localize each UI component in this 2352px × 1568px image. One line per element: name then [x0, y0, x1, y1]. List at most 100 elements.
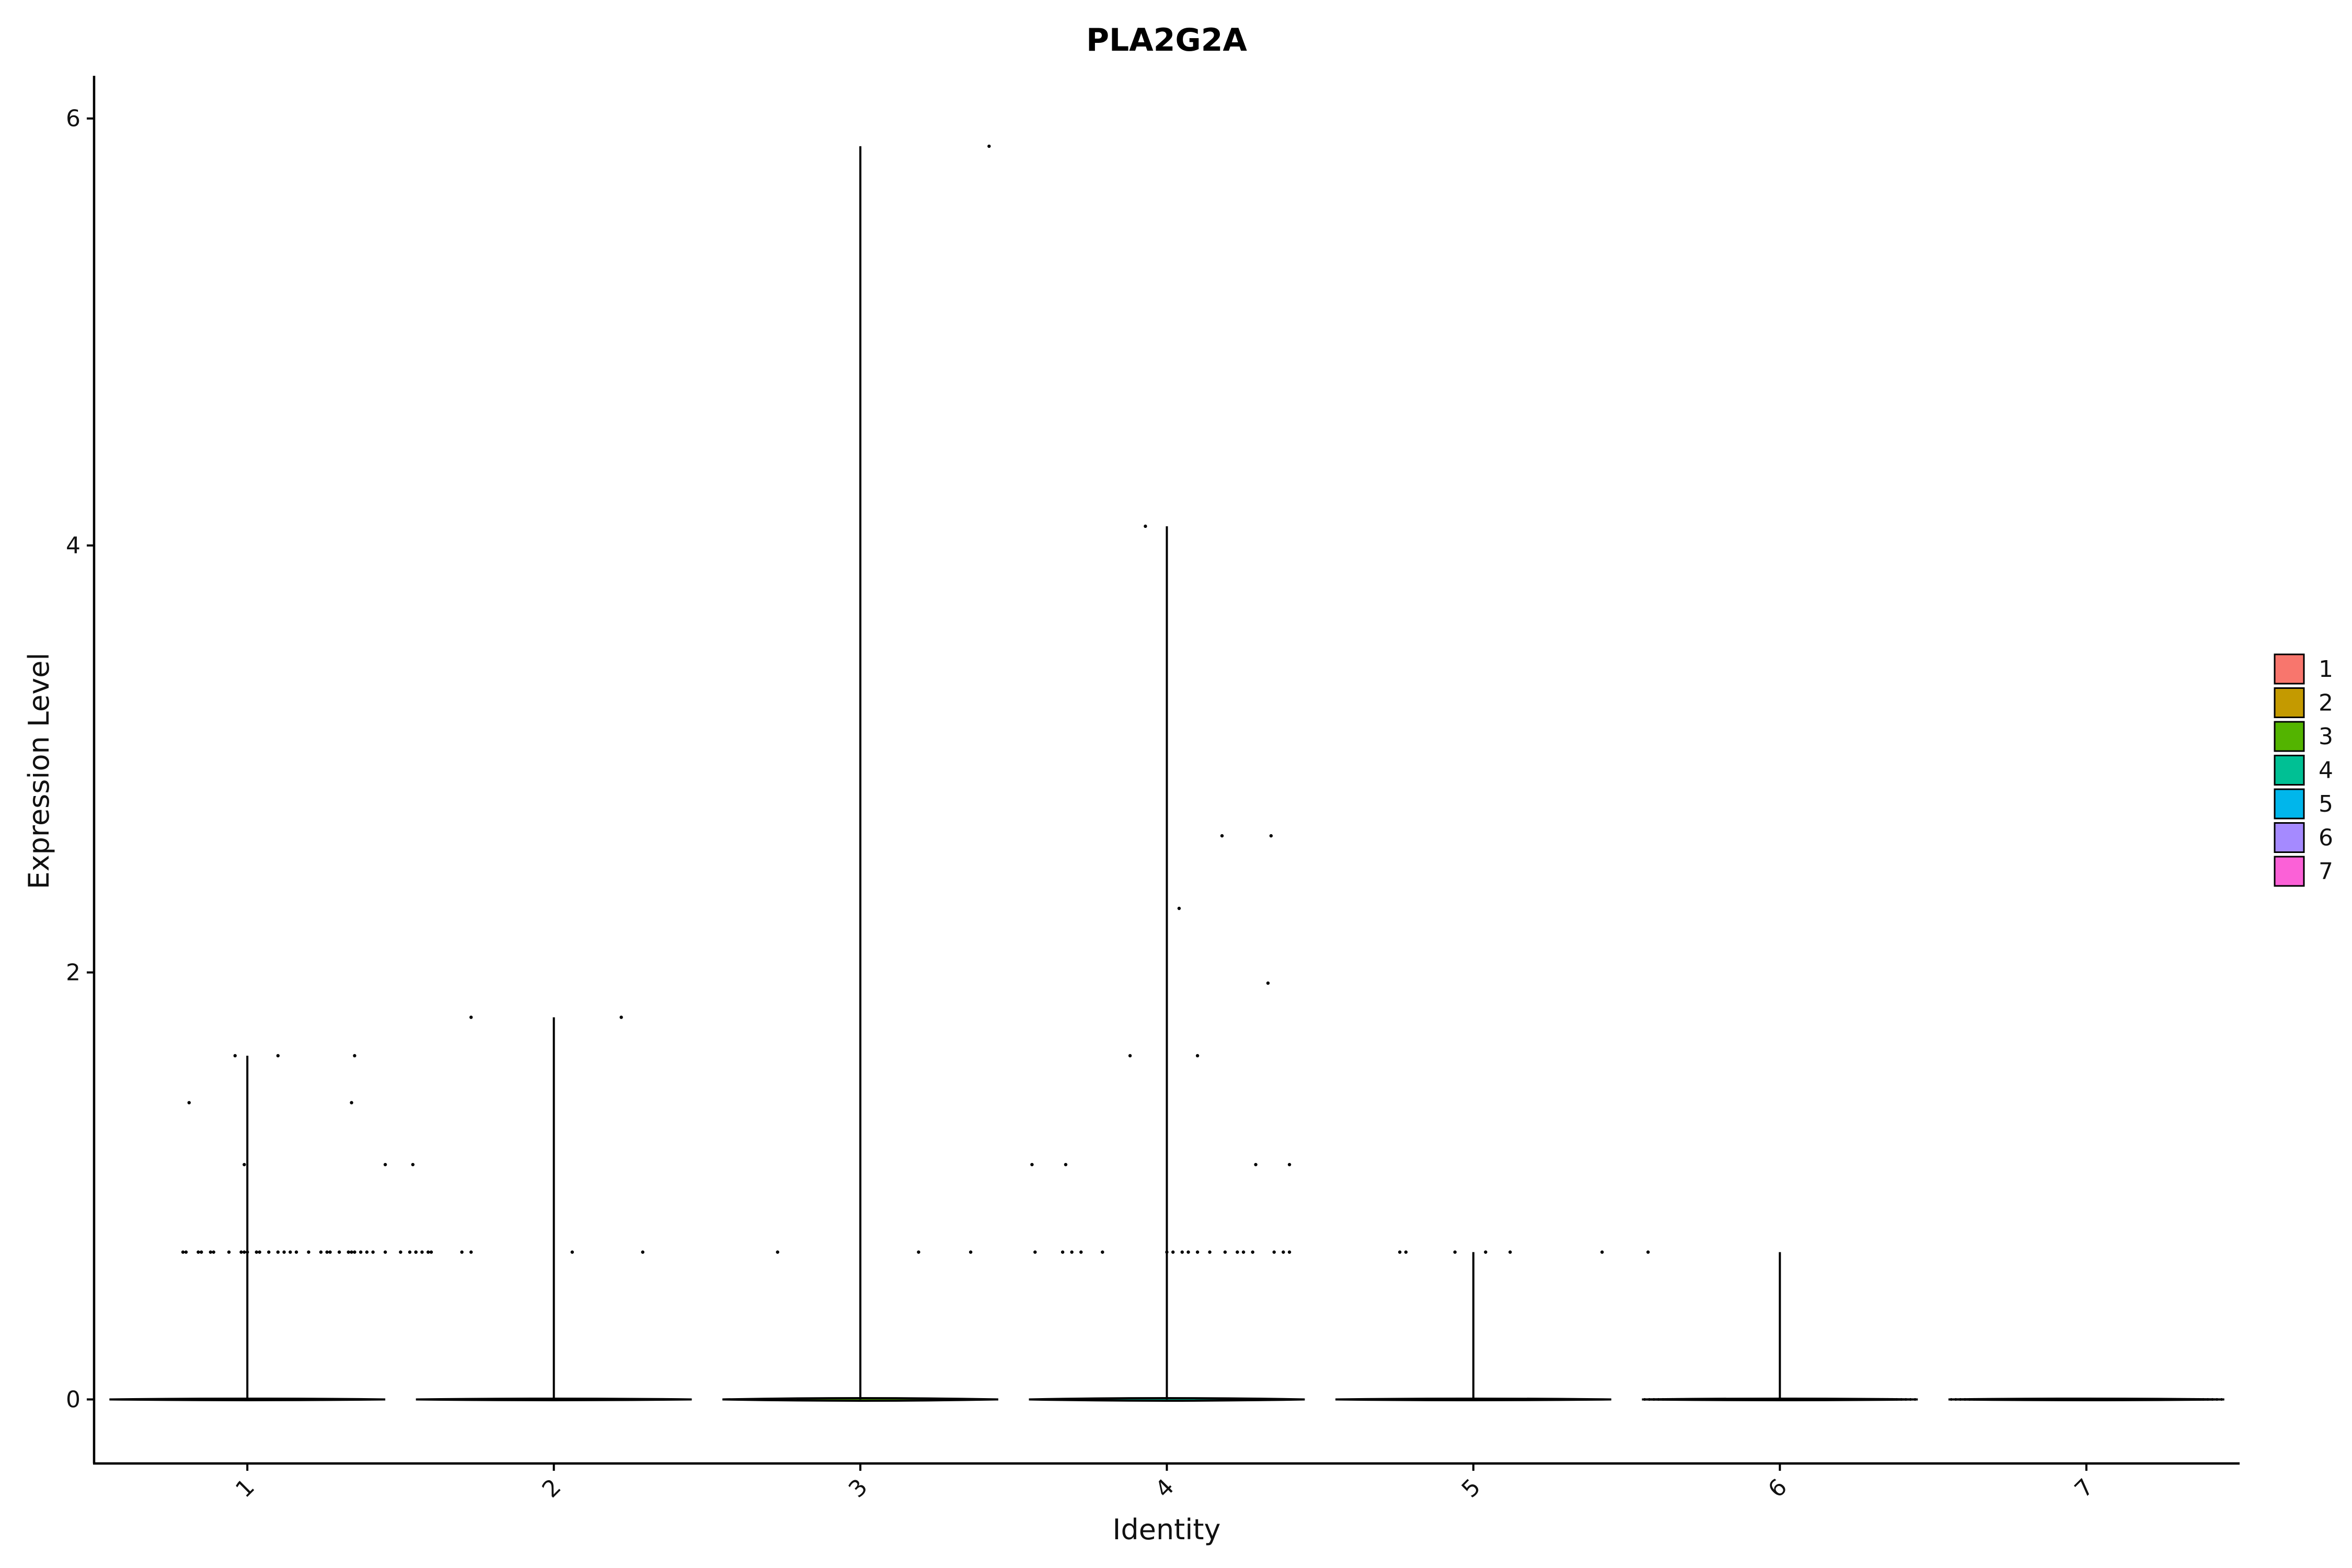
data-point	[1646, 1250, 1650, 1254]
data-point	[1872, 1398, 1875, 1401]
data-point	[2138, 1398, 2141, 1401]
x-tick-label: 6	[1763, 1474, 1792, 1503]
data-point	[2220, 1398, 2223, 1401]
data-point	[371, 1250, 375, 1254]
data-point	[1223, 1250, 1227, 1254]
data-point	[197, 1250, 200, 1254]
data-point	[350, 1101, 353, 1104]
data-point	[2082, 1398, 2086, 1401]
data-point	[1101, 1250, 1104, 1254]
data-point	[1236, 1250, 1239, 1254]
data-point	[353, 1054, 356, 1058]
data-point	[426, 1250, 430, 1254]
data-point	[1904, 1398, 1908, 1401]
data-point	[227, 1250, 231, 1254]
data-point	[1950, 1398, 1953, 1401]
data-point	[969, 1250, 973, 1254]
data-point	[469, 1250, 473, 1254]
data-point	[365, 1250, 369, 1254]
data-point	[1790, 1398, 1793, 1401]
violin-base-7	[1948, 1397, 2224, 1401]
data-point	[1844, 1398, 1848, 1401]
data-point	[1776, 1398, 1779, 1401]
data-point	[1079, 1250, 1083, 1254]
data-point	[2064, 1398, 2067, 1401]
data-point	[1735, 1398, 1738, 1401]
data-point	[2032, 1398, 2035, 1401]
data-point	[307, 1250, 310, 1254]
y-axis-title: Expression Level	[22, 653, 55, 890]
data-point	[2216, 1398, 2219, 1401]
data-point	[2156, 1398, 2159, 1401]
data-point	[776, 1250, 779, 1254]
data-point	[2105, 1398, 2108, 1401]
data-point	[1703, 1398, 1706, 1401]
data-point	[2115, 1398, 2118, 1401]
data-point	[2147, 1398, 2150, 1401]
data-point	[1171, 1250, 1175, 1254]
data-point	[2193, 1398, 2196, 1401]
data-point	[359, 1250, 363, 1254]
data-point	[1954, 1398, 1957, 1401]
legend-key-5	[2274, 788, 2305, 820]
data-point	[328, 1250, 332, 1254]
legend-key-4	[2274, 755, 2305, 786]
data-point	[2183, 1398, 2186, 1401]
data-point	[1186, 1250, 1190, 1254]
data-point	[408, 1250, 412, 1254]
data-point	[2014, 1398, 2017, 1401]
data-point	[1981, 1398, 1985, 1401]
data-point	[1241, 1250, 1246, 1254]
data-point	[1849, 1398, 1852, 1401]
data-point	[2201, 1398, 2205, 1401]
data-point	[212, 1250, 215, 1254]
data-point	[1128, 1054, 1132, 1058]
data-point	[1890, 1398, 1894, 1401]
legend-label-7: 7	[2319, 858, 2333, 885]
legend-key-3	[2274, 721, 2305, 752]
data-point	[1195, 1054, 1200, 1058]
data-point	[1808, 1398, 1811, 1401]
data-point	[2073, 1398, 2077, 1401]
data-point	[353, 1250, 356, 1254]
data-point	[411, 1162, 415, 1167]
data-point	[1794, 1398, 1797, 1401]
data-point	[1813, 1398, 1816, 1401]
data-point	[2110, 1398, 2113, 1401]
data-point	[1220, 834, 1224, 838]
y-tick-label: 2	[66, 960, 80, 986]
data-point	[2170, 1398, 2173, 1401]
data-point	[1963, 1398, 1967, 1401]
data-point	[2087, 1398, 2090, 1401]
data-point	[399, 1250, 402, 1254]
data-point	[1643, 1398, 1646, 1401]
data-point	[2050, 1398, 2054, 1401]
data-point	[1177, 906, 1181, 910]
data-point	[1662, 1398, 1665, 1401]
data-point	[1675, 1398, 1678, 1401]
data-point	[1996, 1398, 1999, 1401]
plot-area	[109, 144, 2224, 1402]
data-point	[1033, 1250, 1037, 1254]
data-point	[570, 1250, 574, 1254]
data-point	[2023, 1398, 2026, 1401]
data-point	[2019, 1398, 2022, 1401]
data-point	[1900, 1398, 1903, 1401]
data-point	[1753, 1398, 1756, 1401]
data-point	[276, 1054, 280, 1058]
data-point	[2188, 1398, 2191, 1401]
data-point	[469, 1016, 473, 1019]
legend-label-2: 2	[2319, 690, 2333, 717]
data-point	[1670, 1398, 1674, 1401]
data-point	[233, 1054, 237, 1058]
data-point	[1404, 1250, 1408, 1254]
data-point	[243, 1250, 246, 1254]
x-tick-label: 5	[1457, 1474, 1486, 1503]
data-point	[1822, 1398, 1825, 1401]
data-point	[1453, 1250, 1457, 1254]
legend-key-1	[2274, 653, 2305, 685]
y-tick-label: 0	[66, 1386, 80, 1413]
data-point	[1739, 1398, 1743, 1401]
data-point	[460, 1250, 464, 1254]
